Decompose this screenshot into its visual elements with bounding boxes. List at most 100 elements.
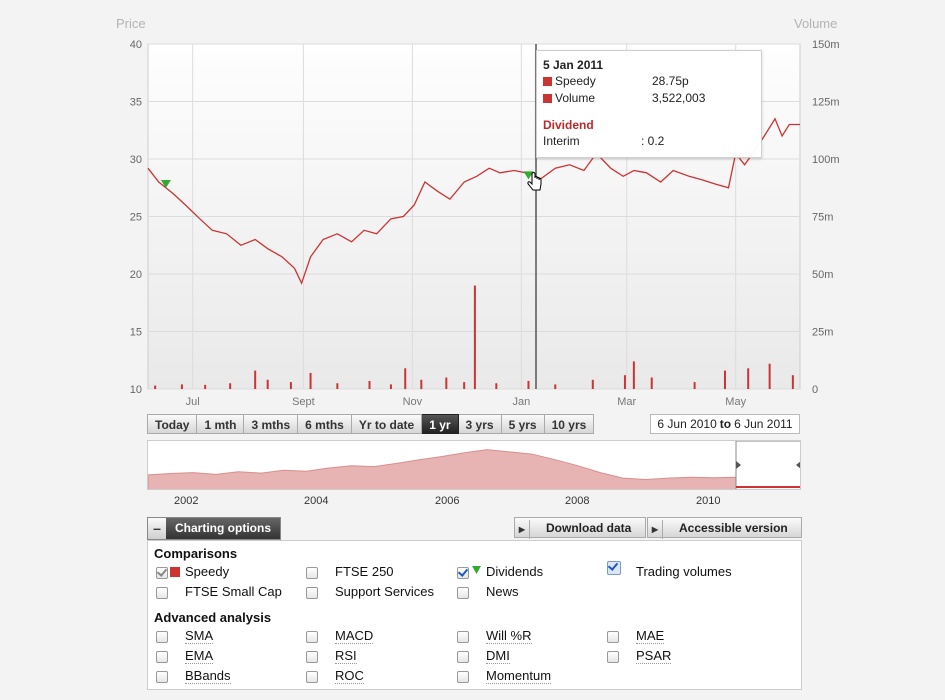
comparisons-title: Comparisons [154, 546, 238, 561]
range-today-button[interactable]: Today [147, 414, 198, 434]
y-tick-label: 25 [130, 212, 142, 224]
accessible-version-button[interactable]: ▶ Accessible version [647, 517, 802, 539]
volume-bar [254, 370, 257, 389]
mae-checkbox[interactable] [607, 631, 619, 643]
volume-bar [554, 384, 557, 389]
volume-bar [650, 377, 653, 389]
psar-checkbox[interactable] [607, 651, 619, 663]
ftse-250-checkbox[interactable] [306, 567, 318, 579]
volume-bar [336, 383, 339, 389]
volume-bar [747, 368, 750, 389]
volume-bar [420, 379, 423, 389]
volume-bar [463, 382, 466, 389]
range-3-years-button[interactable]: 3 yrs [458, 414, 502, 434]
dividend-marker-icon [523, 171, 534, 180]
chart-tooltip: 5 Jan 2011 Speedy 28.75p Volume 3,522,00… [536, 50, 762, 158]
range-1-year-button[interactable]: 1 yr [422, 414, 459, 434]
volume-bar [768, 363, 771, 389]
time-navigator[interactable] [147, 440, 801, 490]
comparison-dividends[interactable]: Dividends [457, 563, 543, 581]
roc-label[interactable]: ROC [335, 668, 364, 684]
speedy-checkbox[interactable] [156, 567, 168, 579]
will-r-checkbox[interactable] [457, 631, 469, 643]
navigator-left-handle-icon[interactable] [736, 461, 741, 469]
range-5-years-button[interactable]: 5 yrs [501, 414, 545, 434]
speedy-swatch [543, 77, 552, 86]
bbands-label[interactable]: BBands [185, 668, 231, 684]
ftse-small-cap-checkbox[interactable] [156, 587, 168, 599]
charting-options-panel: Comparisons Speedy FTSE 250 Dividends Tr… [147, 540, 802, 690]
comparison-news[interactable]: News [457, 583, 519, 601]
ema-label[interactable]: EMA [185, 648, 214, 664]
speedy-label: Speedy [185, 564, 230, 579]
support-services-checkbox[interactable] [306, 587, 318, 599]
download-data-label: Download data [546, 521, 632, 535]
price-volume-chart[interactable]: 40 35 30 25 20 15 10 150m 125m 100m 75m 50m 25m 0 Jul S… [0, 0, 945, 410]
accessible-version-label: Accessible version [679, 521, 788, 535]
macd-checkbox[interactable] [306, 631, 318, 643]
indicator-rsi[interactable]: RSI [306, 647, 357, 665]
bbands-checkbox[interactable] [156, 671, 168, 683]
date-range-display[interactable]: 6 Jun 2010 to 6 Jun 2011 [650, 414, 800, 434]
comparison-support-services[interactable]: Support Services [306, 583, 434, 601]
news-checkbox[interactable] [457, 587, 469, 599]
range-1-month-button[interactable]: 1 mth [197, 414, 245, 434]
volume-bar [180, 384, 183, 389]
sma-checkbox[interactable] [156, 631, 168, 643]
speedy-color-swatch [170, 567, 180, 577]
indicator-ema[interactable]: EMA [156, 647, 214, 665]
momentum-checkbox[interactable] [457, 671, 469, 683]
dmi-checkbox[interactable] [457, 651, 469, 663]
indicator-will-r[interactable]: Will %R [457, 627, 532, 645]
navigator-selection-window[interactable] [735, 441, 801, 490]
comparison-speedy[interactable]: Speedy [156, 563, 229, 581]
charting-options-toggle[interactable]: – Charting options [147, 517, 281, 540]
x-tick-label: May [725, 396, 746, 408]
indicator-bbands[interactable]: BBands [156, 667, 231, 685]
indicator-momentum[interactable]: Momentum [457, 667, 552, 685]
volume-axis-title: Volume [794, 16, 838, 31]
range-year-to-date-button[interactable]: Yr to date [351, 414, 423, 434]
comparison-trading-volumes[interactable]: Trading volumes [607, 561, 732, 581]
indicator-mae[interactable]: MAE [607, 627, 665, 645]
collapse-minus-icon[interactable]: – [148, 518, 166, 539]
will-r-label[interactable]: Will %R [486, 628, 532, 644]
y-tick-label: 10 [130, 384, 142, 396]
rsi-label[interactable]: RSI [335, 648, 357, 664]
news-label: News [486, 584, 519, 599]
range-10-years-button[interactable]: 10 yrs [544, 414, 595, 434]
indicator-sma[interactable]: SMA [156, 627, 214, 645]
range-6-months-button[interactable]: 6 mths [298, 414, 352, 434]
y-tick-label: 30 [130, 154, 142, 166]
download-data-button[interactable]: ▶ Download data [514, 517, 646, 539]
rsi-checkbox[interactable] [306, 651, 318, 663]
sma-label[interactable]: SMA [185, 628, 214, 644]
macd-label[interactable]: MACD [335, 628, 374, 644]
dividends-checkbox[interactable] [457, 567, 469, 579]
roc-checkbox[interactable] [306, 671, 318, 683]
indicator-roc[interactable]: ROC [306, 667, 364, 685]
y-tick-label: 20 [130, 269, 142, 281]
volume-bar [623, 375, 626, 389]
trading-volumes-checkbox[interactable] [607, 561, 621, 575]
date-to: 6 Jun 2011 [734, 417, 793, 431]
x-tick-label: Mar [617, 396, 636, 408]
range-3-months-button[interactable]: 3 mths [244, 414, 299, 434]
tooltip-dividend-header: Dividend [543, 118, 594, 132]
indicator-dmi[interactable]: DMI [457, 647, 510, 665]
psar-label[interactable]: PSAR [636, 648, 672, 664]
volume-bar [404, 368, 407, 389]
nav-year-label: 2008 [565, 495, 590, 507]
volume-bar [723, 370, 726, 389]
ema-checkbox[interactable] [156, 651, 168, 663]
indicator-psar[interactable]: PSAR [607, 647, 672, 665]
navigator-right-handle-icon[interactable] [796, 461, 801, 469]
comparison-ftse-250[interactable]: FTSE 250 [306, 563, 394, 581]
indicator-macd[interactable]: MACD [306, 627, 374, 645]
dmi-label[interactable]: DMI [486, 648, 510, 664]
mae-label[interactable]: MAE [636, 628, 665, 644]
momentum-label[interactable]: Momentum [486, 668, 552, 684]
date-to-word: to [719, 417, 732, 431]
dividends-label: Dividends [486, 564, 544, 579]
comparison-ftse-small-cap[interactable]: FTSE Small Cap [156, 583, 282, 601]
